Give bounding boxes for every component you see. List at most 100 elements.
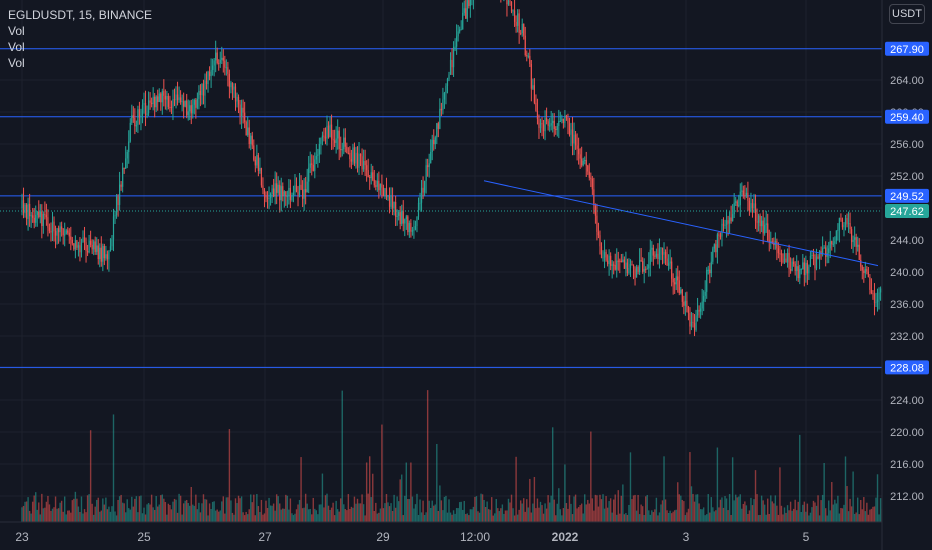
candle-body (805, 262, 807, 276)
candle-body (273, 188, 275, 197)
volume-bar (670, 513, 673, 522)
volume-bar (521, 503, 523, 522)
candle-body (372, 172, 374, 180)
volume-bar (240, 496, 243, 522)
candle-body (701, 301, 703, 309)
candle-body (58, 228, 60, 233)
candle-body (509, 0, 511, 2)
candle-body (556, 125, 558, 130)
volume-bar (716, 447, 719, 522)
volume-bar (257, 506, 260, 522)
volume-bar (494, 513, 496, 522)
volume-bar (236, 503, 238, 522)
volume-indicator-3[interactable]: Vol (8, 56, 25, 70)
volume-bar (584, 494, 586, 522)
volume-bar (538, 507, 540, 522)
volume-bar (399, 479, 401, 522)
candle-body (783, 258, 786, 263)
volume-bar (301, 508, 304, 522)
candle-body (257, 155, 259, 171)
candle-body (591, 178, 593, 190)
candle-body (225, 67, 227, 69)
volume-bar (728, 494, 731, 522)
volume-bar (489, 509, 491, 522)
candle-body (137, 109, 139, 126)
candle-body (38, 211, 40, 218)
volume-bar (118, 496, 121, 522)
volume-bar (577, 507, 580, 522)
candle-body (353, 147, 356, 164)
volume-bar (190, 486, 192, 522)
volume-bar (818, 515, 821, 522)
volume-bar (463, 500, 465, 522)
volume-bar (430, 508, 432, 522)
volume-bar (690, 486, 693, 522)
volume-bar (491, 497, 493, 522)
volume-bar (369, 456, 371, 522)
price-axis[interactable]: 212.00216.00220.00224.00228.00232.00236.… (882, 0, 932, 550)
volume-bar (666, 510, 668, 522)
candle-body (207, 71, 209, 85)
volume-bar (609, 498, 612, 522)
volume-bar (477, 511, 479, 522)
candle-body (553, 120, 555, 130)
volume-bar (696, 494, 699, 522)
candle-body (844, 218, 847, 225)
candle-body (686, 300, 688, 307)
volume-indicator-2[interactable]: Vol (8, 40, 25, 54)
candle-body (879, 288, 882, 293)
candle-body (190, 105, 192, 114)
candle-body (303, 189, 305, 199)
volume-bar (341, 390, 343, 522)
volume-bar (86, 495, 89, 522)
trendline[interactable] (483, 180, 879, 267)
volume-bar (96, 499, 98, 522)
candle-body (53, 221, 55, 231)
volume-bar (146, 504, 148, 522)
symbol-title[interactable]: EGLDUSDT, 15, BINANCE (8, 8, 153, 22)
candle-body (533, 85, 535, 103)
candle-body (103, 246, 105, 259)
volume-bar (713, 511, 716, 522)
candle-body (754, 203, 757, 222)
candle-body (834, 241, 836, 244)
volume-bar (780, 505, 783, 522)
volume-bar (216, 509, 218, 522)
volume-bar (39, 514, 41, 522)
currency-unit-button[interactable]: USDT (889, 4, 925, 24)
candle-body (22, 200, 25, 214)
volume-bar (445, 495, 447, 522)
volume-indicator-1[interactable]: Vol (8, 24, 25, 38)
candle-body (253, 145, 255, 160)
volume-bar (245, 511, 247, 522)
candle-body (855, 237, 857, 247)
volume-bar (745, 505, 748, 522)
candle-body (748, 200, 751, 212)
candle-body (234, 86, 237, 102)
volume-bar (335, 500, 337, 522)
volume-bar (462, 509, 464, 522)
volume-bar (24, 501, 26, 522)
candle-body (50, 230, 52, 233)
candle-body (425, 165, 427, 182)
candle-body (256, 155, 258, 166)
candle-body (466, 0, 468, 19)
candle-body (134, 117, 136, 127)
time-tick-label: 12:00 (460, 530, 490, 544)
volume-bar (320, 504, 322, 522)
candle-body (741, 190, 743, 192)
volume-bar (545, 508, 548, 522)
volume-bar (565, 503, 568, 522)
candle-body (588, 171, 590, 178)
volume-bar (608, 501, 610, 522)
candle-body (326, 125, 328, 139)
volume-bar (600, 499, 603, 522)
volume-bar (282, 508, 284, 522)
volume-bar (617, 490, 619, 522)
volume-bar (730, 514, 732, 522)
candle-body (305, 189, 307, 193)
candle-body (664, 251, 667, 259)
candle-body (39, 211, 41, 218)
